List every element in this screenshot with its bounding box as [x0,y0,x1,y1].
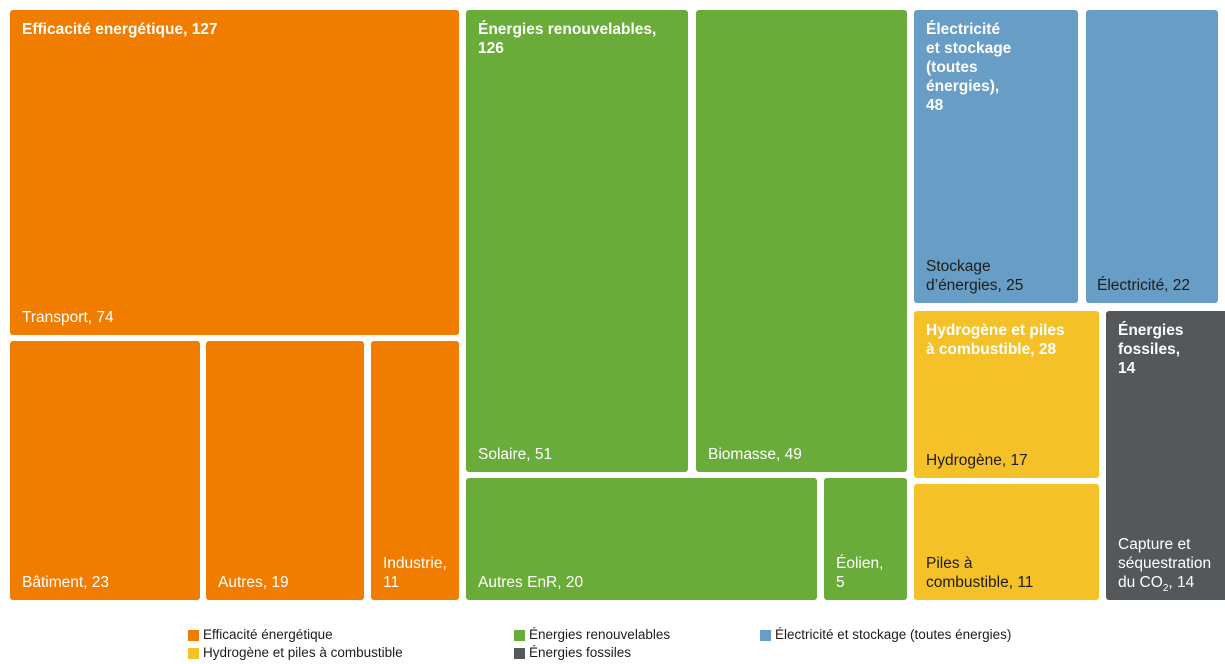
tile-label-biomasse: Biomasse, 49 [708,446,802,463]
tile-hydrogene: Hydrogène et piles à combustible, 28 Hydr… [914,311,1099,478]
tile-transport: Efficacité energétique, 127 Transport, 7… [10,10,459,335]
tile-batiment: Bâtiment, 23 [10,341,200,600]
tile-capture: Énergies fossiles, 14 Capture et séquest… [1106,311,1225,600]
legend-item-efficacite: Efficacité énergétique [188,627,333,643]
legend-swatch [188,629,199,641]
legend-item-hydrogene: Hydrogène et piles à combustible [188,645,403,661]
tile-label-solaire: Solaire, 51 [478,446,553,463]
category-label-electricite-stockage: Électricité et stockage (toutes énergies… [926,21,1012,114]
category-label-efficacite: Efficacité energétique, 127 [22,21,218,38]
tile-label-transport: Transport, 74 [22,309,114,326]
tile-label-batiment: Bâtiment, 23 [22,574,110,591]
tile-industrie: Industrie, 11 [371,341,459,600]
tile-label-industrie: Industrie, 11 [383,555,447,591]
tile-label-hydrogene: Hydrogène, 17 [926,452,1028,469]
legend-item-fossiles: Énergies fossiles [514,645,631,661]
category-label-fossiles: Énergies fossiles, 14 [1118,322,1184,377]
tile-label-stockage: Stockage d’énergies, 25 [926,258,1024,294]
legend-item-renouvelables: Énergies renouvelables [514,627,670,643]
category-label-hydrogene: Hydrogène et piles à combustible, 28 [926,322,1065,358]
tile-autres-enr: Autres EnR, 20 [466,478,817,600]
tile-label-piles: Piles à combustible, 11 [926,555,1034,591]
legend-item-electricite: Électricité et stockage (toutes énergies… [760,627,1011,643]
tile-label-electricite: Électricité, 22 [1097,277,1191,294]
tile-label-eolien: Éolien, 5 [836,555,884,591]
tile-label-autres: Autres, 19 [218,574,289,591]
tile-autres: Autres, 19 [206,341,364,600]
tile-piles: Piles à combustible, 11 [914,484,1099,600]
tile-biomasse: Biomasse, 49 [696,10,907,472]
tile-solaire: Énergies renouvelables, 126 Solaire, 51 [466,10,688,472]
tile-electricite: Électricité, 22 [1086,10,1218,303]
tile-label-autres-enr: Autres EnR, 20 [478,574,584,591]
tile-eolien: Éolien, 5 [824,478,907,600]
legend-swatch [514,629,525,641]
legend-swatch [760,629,771,641]
tile-stockage: Électricité et stockage (toutes énergies… [914,10,1078,303]
legend-swatch [514,647,525,659]
category-label-renouvelables: Énergies renouvelables, 126 [478,21,657,57]
legend-swatch [188,647,199,659]
tile-label-capture: Capture et séquestration du CO2, 14 [1118,536,1212,595]
